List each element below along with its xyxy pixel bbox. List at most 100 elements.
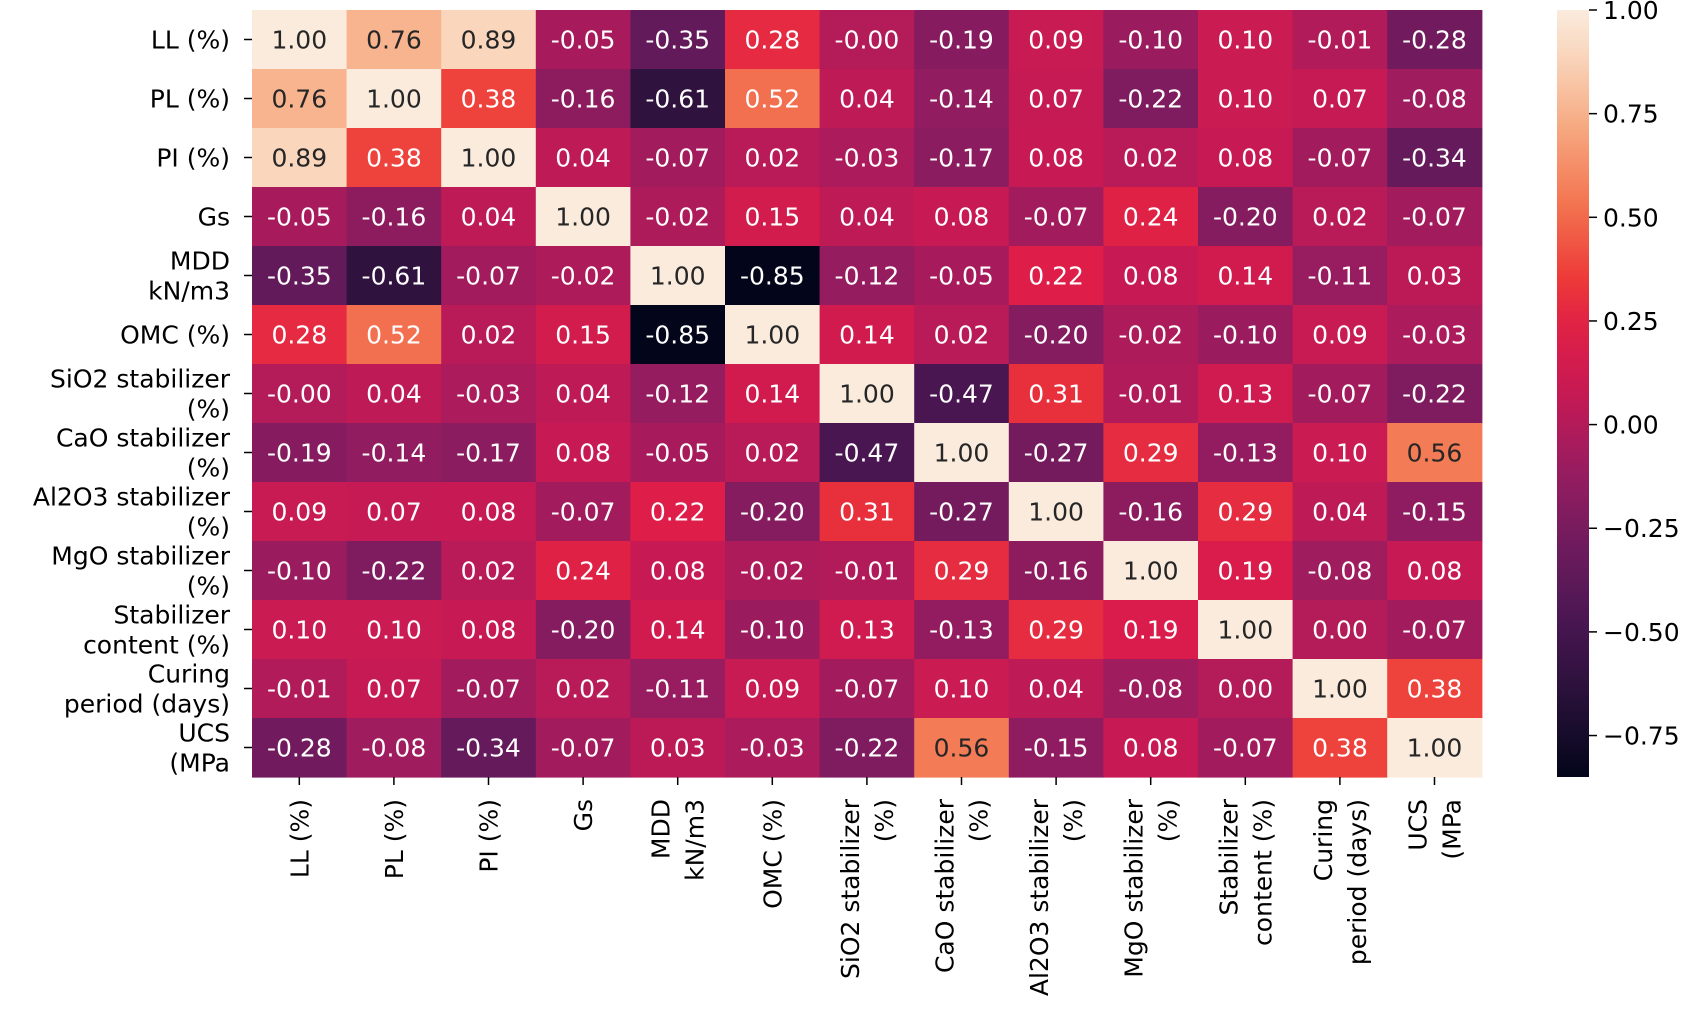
heatmap-cell-r9-c6 — [819, 541, 915, 601]
heatmap-cell-r7-c7 — [914, 423, 1010, 483]
cell-value-label-r3-c11: 0.02 — [1312, 203, 1368, 232]
cell-value-label-r1-c4: -0.61 — [645, 85, 710, 114]
cell-value-label-r0-c9: -0.10 — [1118, 26, 1183, 55]
heatmap-cell-r2-c3 — [535, 128, 631, 188]
heatmap-cell-r9-c5 — [725, 541, 821, 601]
row-label-5: OMC (%) — [120, 321, 230, 350]
cell-value-label-r2-c4: -0.07 — [645, 144, 710, 173]
heatmap-cell-r3-c6 — [819, 187, 915, 247]
cell-value-label-r3-c4: -0.02 — [645, 203, 710, 232]
cell-value-label-r0-c0: 1.00 — [271, 26, 327, 55]
cell-value-label-r4-c4: 1.00 — [650, 262, 706, 291]
cell-value-label-r5-c0: 0.28 — [271, 321, 327, 350]
row-label-1: PL (%) — [150, 85, 230, 114]
cell-value-label-r1-c8: 0.07 — [1028, 85, 1084, 114]
cell-value-label-r6-c7: -0.47 — [929, 380, 994, 409]
row-labels: LL (%) PL (%) PI (%) Gs MDD kN/m3 OMC (%) SiO2 … — [33, 26, 252, 778]
cell-value-label-r0-c7: -0.19 — [929, 26, 994, 55]
cell-value-label-r5-c11: 0.09 — [1312, 321, 1368, 350]
cell-value-label-r6-c8: 0.31 — [1028, 380, 1084, 409]
cell-value-label-r7-c3: 0.08 — [555, 439, 611, 468]
cell-value-label-r9-c5: -0.02 — [740, 557, 805, 586]
heatmap-cell-r11-c12 — [1387, 659, 1483, 719]
cell-value-label-r8-c4: 0.22 — [650, 498, 706, 527]
cell-value-label-r8-c1: 0.07 — [366, 498, 422, 527]
cell-value-label-r6-c5: 0.14 — [744, 380, 800, 409]
heatmap-cell-r7-c6 — [819, 423, 915, 483]
row-label-10: Stabilizer content (%) — [83, 601, 231, 660]
colorbar-tick-label-5: −0.25 — [1603, 514, 1680, 543]
column-label-2: PI (%) — [475, 799, 504, 873]
cell-value-label-r4-c6: -0.12 — [835, 262, 900, 291]
heatmap-cell-r8-c9 — [1103, 482, 1199, 542]
heatmap-cell-r1-c11 — [1292, 69, 1388, 129]
cell-value-label-r10-c7: -0.13 — [929, 616, 994, 645]
heatmap-cell-r2-c6 — [819, 128, 915, 188]
cell-value-label-r10-c12: -0.07 — [1402, 616, 1467, 645]
heatmap-cell-r9-c0 — [252, 541, 348, 601]
cell-value-label-r5-c9: -0.02 — [1118, 321, 1183, 350]
heatmap-cell-r6-c10 — [1198, 364, 1294, 424]
column-label-1: PL (%) — [380, 799, 409, 879]
row-label-12: UCS (MPa — [169, 719, 230, 778]
heatmap-cell-r10-c4 — [630, 600, 726, 660]
cell-value-label-r10-c5: -0.10 — [740, 616, 805, 645]
cell-value-label-r5-c10: -0.10 — [1213, 321, 1278, 350]
row-label-3: Gs — [198, 203, 230, 232]
cell-value-label-r1-c11: 0.07 — [1312, 85, 1368, 114]
cell-value-label-r12-c12: 1.00 — [1407, 734, 1463, 763]
heatmap-cell-r9-c2 — [441, 541, 537, 601]
cell-value-label-r0-c11: -0.01 — [1308, 26, 1373, 55]
heatmap-cell-r12-c3 — [535, 718, 631, 778]
heatmap-cell-r2-c9 — [1103, 128, 1199, 188]
row-label-6: SiO2 stabilizer (%) — [50, 365, 231, 424]
cell-value-label-r0-c6: -0.00 — [835, 26, 900, 55]
heatmap-cell-r5-c2 — [441, 305, 537, 365]
column-label-12: UCS (MPa — [1404, 799, 1467, 860]
cell-value-label-r12-c4: 0.03 — [650, 734, 706, 763]
cell-value-label-r3-c5: 0.15 — [744, 203, 800, 232]
cell-value-label-r7-c9: 0.29 — [1123, 439, 1179, 468]
heatmap-cell-r2-c4 — [630, 128, 726, 188]
cell-value-label-r2-c12: -0.34 — [1402, 144, 1467, 173]
colorbar-tick-label-2: 0.50 — [1603, 203, 1659, 232]
cell-value-label-r0-c4: -0.35 — [645, 26, 710, 55]
heatmap-cell-r10-c0 — [252, 600, 348, 660]
heatmap-cell-r12-c11 — [1292, 718, 1388, 778]
heatmap-cell-r8-c5 — [725, 482, 821, 542]
column-label-9: MgO stabilizer (%) — [1120, 798, 1183, 977]
heatmap-cell-r9-c11 — [1292, 541, 1388, 601]
heatmap-cell-r6-c3 — [535, 364, 631, 424]
heatmap-cell-r2-c5 — [725, 128, 821, 188]
heatmap-cell-r11-c11 — [1292, 659, 1388, 719]
cell-value-label-r9-c3: 0.24 — [555, 557, 611, 586]
heatmap-cell-r6-c6 — [819, 364, 915, 424]
column-label-6: SiO2 stabilizer (%) — [836, 798, 899, 979]
heatmap-cell-r10-c3 — [535, 600, 631, 660]
heatmap-cell-r11-c9 — [1103, 659, 1199, 719]
heatmap-cell-r3-c10 — [1198, 187, 1294, 247]
heatmap-cell-r0-c6 — [819, 10, 915, 70]
heatmap-cell-r2-c1 — [346, 128, 442, 188]
cell-value-label-r7-c0: -0.19 — [267, 439, 332, 468]
heatmap-cell-r7-c1 — [346, 423, 442, 483]
heatmap-cell-r5-c3 — [535, 305, 631, 365]
cell-value-label-r3-c1: -0.16 — [362, 203, 427, 232]
cell-value-label-r9-c0: -0.10 — [267, 557, 332, 586]
heatmap-cell-r8-c12 — [1387, 482, 1483, 542]
cell-value-label-r6-c11: -0.07 — [1308, 380, 1373, 409]
heatmap-cell-r4-c3 — [535, 246, 631, 306]
cell-value-label-r11-c5: 0.09 — [744, 675, 800, 704]
cell-value-label-r1-c1: 1.00 — [366, 85, 422, 114]
cell-value-label-r2-c1: 0.38 — [366, 144, 422, 173]
cell-value-label-r3-c12: -0.07 — [1402, 203, 1467, 232]
cell-value-label-r11-c9: -0.08 — [1118, 675, 1183, 704]
heatmap-cell-r6-c9 — [1103, 364, 1199, 424]
heatmap-cell-r2-c8 — [1008, 128, 1104, 188]
heatmap-cell-r3-c8 — [1008, 187, 1104, 247]
colorbar: 1.00 0.75 0.50 0.25 0.00 −0.25 −0.50 −0.75 — [1557, 0, 1680, 777]
heatmap-cell-r5-c10 — [1198, 305, 1294, 365]
column-label-11: Curing period (days) — [1309, 799, 1372, 965]
cell-value-label-r12-c3: -0.07 — [551, 734, 616, 763]
cell-value-label-r1-c7: -0.14 — [929, 85, 994, 114]
